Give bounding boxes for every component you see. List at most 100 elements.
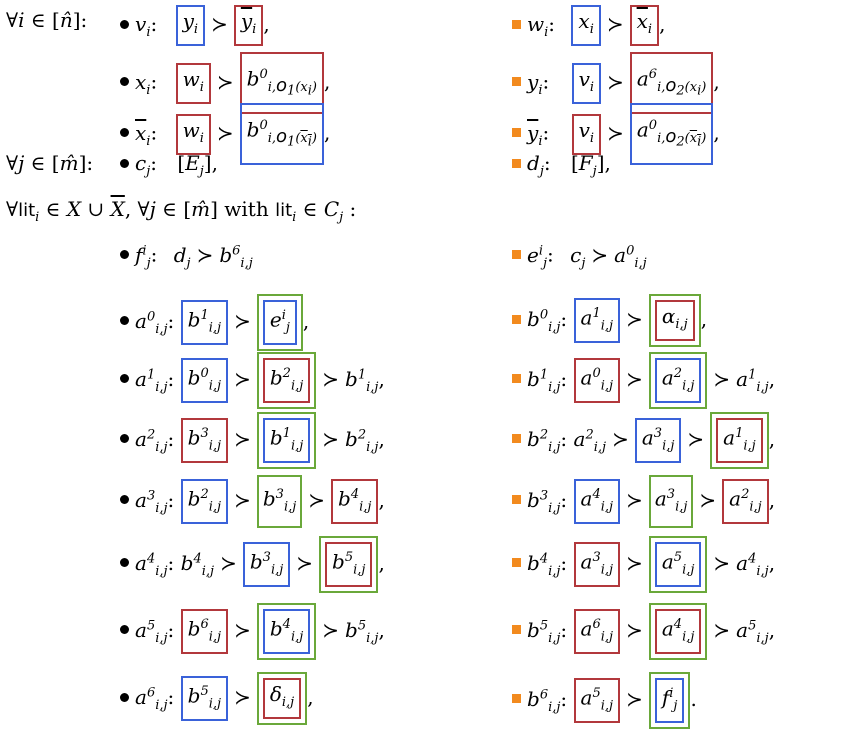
red-box: b5i,j xyxy=(325,542,373,587)
pref-a5: a5i,j: b6i,j ≻ b4i,j ≻ b5i,j, xyxy=(120,603,385,660)
black-bullet-icon xyxy=(120,77,129,87)
blue-box: a3i,j xyxy=(634,418,682,463)
red-box: a1i,j xyxy=(716,418,763,463)
red-box: b2i,j xyxy=(262,358,311,403)
green-box: a2i,j xyxy=(648,352,708,409)
blue-box: a5i,j xyxy=(654,542,702,587)
quantifier-i: ∀i ∈ [n̂]: xyxy=(6,8,88,32)
pref-b6: b6i,j: a5i,j ≻ fij. xyxy=(512,672,697,729)
orange-square-icon xyxy=(512,77,521,87)
blue-box: eij xyxy=(262,300,297,345)
black-bullet-icon xyxy=(120,625,129,635)
red-box: b0i,o1(xi) xyxy=(239,52,324,115)
pref-v-i: vi: yi ≻ yi, xyxy=(120,5,270,46)
blue-box: a1i,j xyxy=(573,298,621,343)
orange-square-icon xyxy=(512,625,521,635)
orange-square-icon xyxy=(512,250,521,260)
pref-a0: a0i,j: b1i,j ≻ eij, xyxy=(120,294,309,351)
orange-square-icon xyxy=(512,374,521,384)
black-bullet-icon xyxy=(120,374,129,384)
blue-box: vi xyxy=(571,62,602,104)
blue-box: b1i,j xyxy=(262,418,311,463)
red-box: a3i,j xyxy=(573,542,621,587)
blue-box: a2i,j xyxy=(654,358,702,403)
blue-box: b0i,j xyxy=(180,358,229,403)
orange-square-icon xyxy=(512,128,521,138)
red-box: δi,j xyxy=(262,678,302,719)
pref-a2: a2i,j: b3i,j ≻ b1i,j ≻ b2i,j, xyxy=(120,412,385,469)
pref-w-i: wi: xi ≻ xi, xyxy=(512,5,665,46)
red-box: a6i,o2(xi) xyxy=(629,52,714,115)
pref-ybar-i: yi: vi ≻ a0i,o2(xi), xyxy=(512,103,720,166)
black-bullet-icon xyxy=(120,692,129,702)
orange-square-icon xyxy=(512,158,521,168)
pref-b1: b1i,j: a0i,j ≻ a2i,j ≻ a1i,j, xyxy=(512,352,775,409)
red-box: αi,j xyxy=(654,300,695,341)
orange-square-icon xyxy=(512,694,521,704)
pref-a6: a6i,j: b5i,j ≻ δi,j, xyxy=(120,672,314,725)
blue-box: a4i,j xyxy=(573,479,621,524)
pref-a3: a3i,j: b2i,j ≻ b3i,j ≻ b4i,j, xyxy=(120,475,385,528)
pref-e-ij: eij: cj ≻ a0i,j xyxy=(512,236,647,271)
black-bullet-icon xyxy=(120,495,129,505)
blue-box: b2i,j xyxy=(180,479,229,524)
green-box: δi,j xyxy=(256,672,308,725)
pref-b5: b5i,j: a6i,j ≻ a4i,j ≻ a5i,j, xyxy=(512,603,775,660)
pref-b0: b0i,j: a1i,j ≻ αi,j, xyxy=(512,294,707,347)
red-box: b6i,j xyxy=(180,609,229,654)
red-box: a5i,j xyxy=(573,678,621,723)
pref-a4: a4i,j: b4i,j ≻ b3i,j ≻ b5i,j, xyxy=(120,536,385,593)
red-box: b3i,j xyxy=(180,418,229,463)
pref-b4: b4i,j: a3i,j ≻ a5i,j ≻ a4i,j, xyxy=(512,536,775,593)
green-box: fij xyxy=(648,672,691,729)
orange-square-icon xyxy=(512,19,521,29)
blue-box: b5i,j xyxy=(180,676,229,721)
blue-box: fij xyxy=(654,678,685,723)
green-box: a4i,j xyxy=(648,603,708,660)
red-box: a4i,j xyxy=(654,609,702,654)
black-bullet-icon xyxy=(120,19,129,29)
orange-square-icon xyxy=(512,495,521,505)
pref-y-i: yi: vi ≻ a6i,o2(xi), xyxy=(512,52,720,115)
red-box: wi xyxy=(175,62,211,104)
quantifier-lit: ∀liti ∈ X ∪ X, ∀j ∈ [m̂] with liti ∈ Cj … xyxy=(6,197,357,225)
red-box: a0i,j xyxy=(573,358,621,403)
blue-box: xi xyxy=(571,5,601,46)
green-box: αi,j xyxy=(648,294,701,347)
orange-square-icon xyxy=(512,558,521,568)
blue-box: b4i,j xyxy=(262,609,311,654)
green-box: b4i,j xyxy=(256,603,317,660)
green-box: eij xyxy=(256,294,303,351)
red-box: xi xyxy=(629,5,660,46)
blue-box: a0i,o2(xi) xyxy=(629,103,714,166)
black-bullet-icon xyxy=(120,250,129,260)
blue-box: b1i,j xyxy=(180,300,229,345)
orange-square-icon xyxy=(512,434,521,444)
black-bullet-icon xyxy=(120,158,129,168)
green-box: b5i,j xyxy=(319,536,379,593)
green-box: b1i,j xyxy=(256,412,317,469)
blue-box: yi xyxy=(175,5,206,46)
green-box: b2i,j xyxy=(256,352,317,409)
pref-b2: b2i,j: a2i,j ≻ a3i,j ≻ a1i,j, xyxy=(512,412,775,469)
black-bullet-icon xyxy=(120,128,129,138)
red-box: a6i,j xyxy=(573,609,621,654)
green-box: a3i,j xyxy=(648,475,694,528)
red-box: wi xyxy=(175,113,211,155)
header-row-1: ∀i ∈ [n̂]: xyxy=(6,5,87,35)
orange-square-icon xyxy=(512,314,521,324)
red-box: vi xyxy=(571,113,602,155)
pref-c-j: cj: [Ej], xyxy=(120,148,218,179)
blue-box: b3i,j xyxy=(242,542,291,587)
green-box: b3i,j xyxy=(256,475,303,528)
pref-b3: b3i,j: a4i,j ≻ a3i,j ≻ a2i,j, xyxy=(512,475,775,528)
red-box: yi xyxy=(233,5,264,46)
black-bullet-icon xyxy=(120,434,129,444)
pref-x-i: xi: wi ≻ b0i,o1(xi), xyxy=(120,52,330,115)
green-box: a1i,j xyxy=(710,412,769,469)
pref-a1: a1i,j: b0i,j ≻ b2i,j ≻ b1i,j, xyxy=(120,352,385,409)
quantifier-j: ∀j ∈ [m̂]: xyxy=(6,151,94,175)
red-box: b4i,j xyxy=(331,479,379,524)
pref-xbar-i: xi: wi ≻ b0i,o1(xi), xyxy=(120,103,330,166)
